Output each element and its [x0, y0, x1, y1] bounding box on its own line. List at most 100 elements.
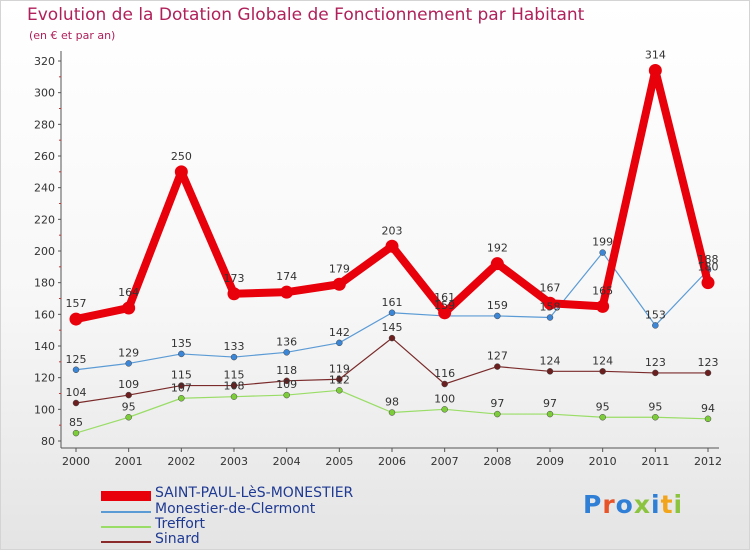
data-point-monestier	[125, 360, 132, 367]
data-point-treffort	[72, 429, 80, 437]
data-label-monestier: 159	[487, 299, 508, 312]
data-point-saint-paul	[438, 306, 452, 320]
data-label-sinard: 109	[118, 378, 139, 391]
data-point-saint-paul	[69, 312, 83, 326]
data-label-monestier: 161	[382, 296, 403, 309]
y-tick-label: 200	[34, 245, 55, 258]
logo-letter: i	[673, 490, 684, 519]
data-label-saint-paul: 165	[592, 284, 613, 297]
data-label-treffort: 97	[543, 397, 557, 410]
data-label-saint-paul: 173	[224, 272, 245, 285]
y-tick-label: 180	[34, 277, 55, 290]
data-label-monestier: 136	[276, 335, 297, 348]
data-point-treffort	[336, 387, 343, 394]
proxiti-logo: Proxiti	[583, 490, 683, 519]
data-label-saint-paul: 167	[540, 281, 561, 294]
data-point-treffort	[494, 410, 501, 418]
data-point-sinard	[441, 380, 448, 388]
x-tick-label: 2009	[536, 455, 564, 468]
data-label-saint-paul: 161	[434, 291, 455, 304]
data-label-saint-paul: 179	[329, 262, 350, 275]
data-label-sinard: 116	[434, 367, 455, 380]
data-label-treffort: 94	[701, 402, 715, 415]
data-point-sinard	[230, 382, 238, 389]
data-label-monestier: 153	[645, 308, 666, 321]
data-label-sinard: 123	[698, 356, 719, 369]
data-label-treffort: 112	[329, 373, 350, 386]
chart-subtitle: (en € et par an)	[29, 29, 116, 42]
y-tick-label: 100	[34, 403, 55, 416]
data-label-saint-paul: 192	[487, 242, 508, 255]
data-point-monestier	[546, 314, 554, 321]
y-tick-label: 260	[34, 150, 55, 163]
data-point-saint-paul	[648, 64, 662, 77]
data-label-sinard: 115	[171, 369, 192, 382]
data-label-monestier: 142	[329, 326, 350, 339]
data-label-monestier: 129	[118, 346, 139, 359]
data-point-monestier	[599, 249, 606, 256]
data-point-treffort	[599, 414, 606, 421]
data-point-treffort	[283, 391, 290, 399]
data-point-sinard	[704, 369, 712, 377]
y-tick-label: 160	[34, 308, 55, 321]
series-line-saint-paul	[72, 66, 712, 324]
data-label-sinard: 124	[540, 354, 561, 367]
y-tick-label: 220	[34, 213, 55, 226]
data-label-monestier: 135	[171, 337, 192, 350]
logo-letter: x	[633, 490, 651, 519]
data-label-saint-paul: 250	[171, 150, 192, 163]
data-label-monestier: 125	[66, 353, 87, 366]
data-point-treffort	[230, 393, 238, 400]
data-label-treffort: 95	[596, 400, 610, 413]
data-label-treffort: 95	[648, 400, 662, 413]
data-point-monestier	[178, 350, 185, 358]
data-point-saint-paul	[596, 299, 610, 313]
data-point-sinard	[283, 377, 290, 385]
logo-letter: o	[615, 490, 634, 519]
data-point-treffort	[704, 415, 712, 423]
data-label-saint-paul: 314	[645, 49, 666, 62]
data-label-sinard: 118	[276, 364, 297, 377]
x-tick-label: 2007	[431, 455, 459, 468]
legend-swatch-treffort	[101, 526, 151, 528]
data-label-monestier: 158	[540, 301, 561, 314]
data-point-sinard	[388, 334, 396, 342]
data-point-treffort	[388, 409, 396, 416]
data-point-treffort	[652, 414, 659, 421]
legend-label-treffort: Treffort	[155, 516, 206, 532]
x-tick-label: 2002	[167, 455, 195, 468]
x-tick-label: 2010	[589, 455, 617, 468]
data-label-monestier: 133	[224, 340, 245, 353]
y-tick-label: 300	[34, 87, 55, 100]
data-point-monestier	[494, 312, 501, 320]
data-point-saint-paul	[701, 276, 715, 290]
data-label-sinard: 145	[382, 321, 403, 334]
x-tick-label: 2008	[483, 455, 511, 468]
logo-letter: t	[660, 490, 674, 519]
legend-label-sinard: Sinard	[155, 531, 200, 547]
data-point-saint-paul	[543, 296, 557, 310]
data-label-monestier: 188	[698, 253, 719, 266]
y-tick-label: 280	[34, 118, 55, 131]
data-point-treffort	[441, 406, 448, 413]
chart-title: Evolution de la Dotation Globale de Fonc…	[27, 5, 585, 25]
data-label-treffort: 100	[434, 392, 455, 405]
data-label-sinard: 119	[329, 362, 350, 375]
logo-letter: r	[602, 490, 616, 519]
x-tick-label: 2011	[641, 455, 669, 468]
data-point-monestier	[283, 349, 290, 356]
data-point-sinard	[546, 368, 554, 375]
data-label-saint-paul: 164	[118, 286, 139, 299]
data-point-monestier	[652, 322, 659, 329]
x-tick-label: 2000	[62, 455, 90, 468]
data-point-treffort	[125, 414, 132, 421]
data-point-monestier	[72, 366, 80, 373]
data-point-treffort	[178, 395, 185, 402]
data-label-monestier: 159	[434, 299, 455, 312]
data-label-sinard: 127	[487, 350, 508, 363]
data-label-sinard: 104	[66, 386, 87, 399]
data-point-saint-paul	[280, 285, 294, 299]
data-point-saint-paul	[122, 301, 136, 315]
